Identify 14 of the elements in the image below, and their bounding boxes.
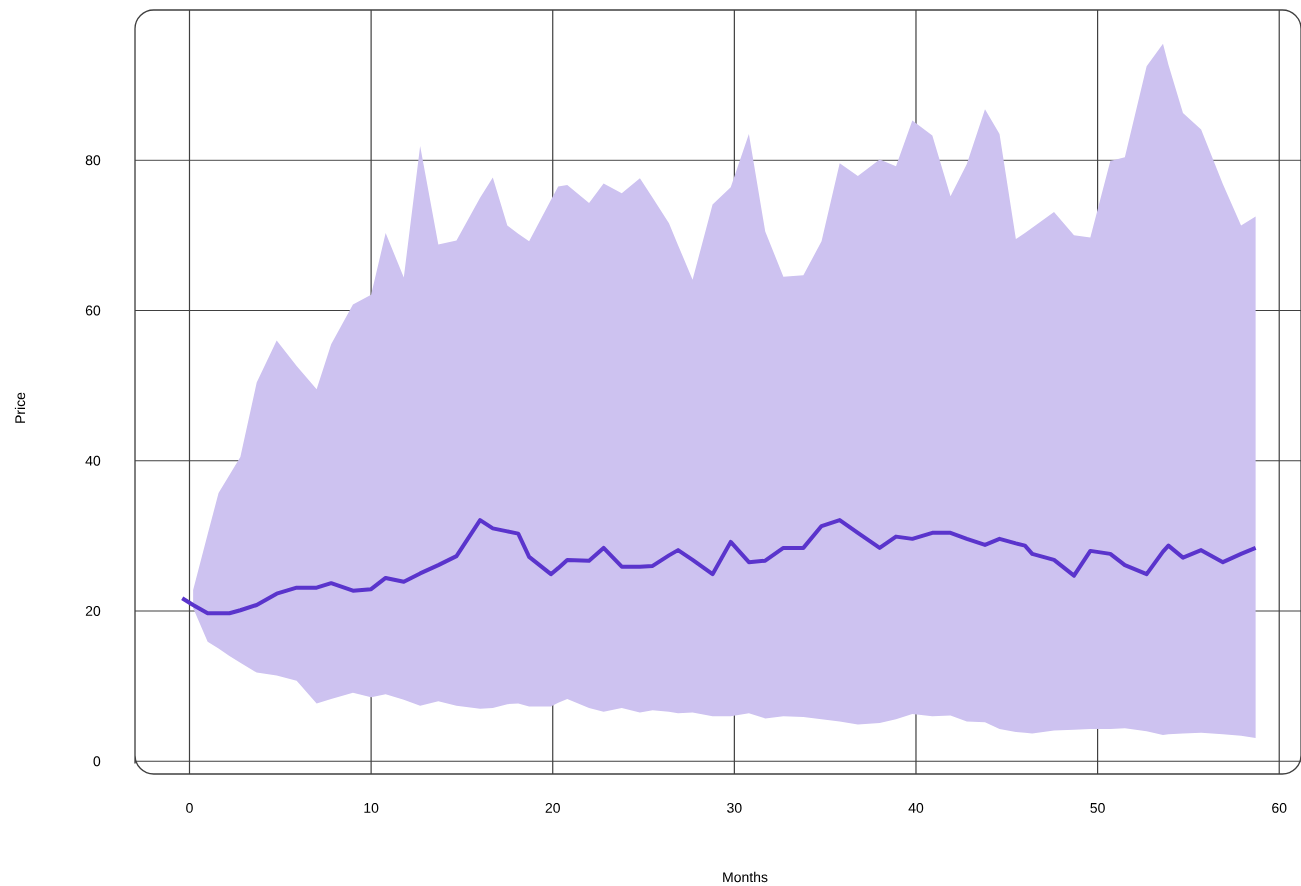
y-tick-label: 80 [85,155,101,166]
x-tick-label: 10 [364,802,379,813]
y-tick-label: 40 [85,455,101,466]
y-tick-label: 60 [85,305,101,316]
x-tick-label: 0 [186,802,193,813]
y-axis-title: Price [14,392,26,423]
y-tick-label: 20 [85,606,101,616]
x-tick-label: 40 [908,802,924,813]
x-tick-label: 60 [1272,802,1287,813]
x-tick-label: 50 [1090,802,1105,813]
x-axis-title: Months [723,871,768,883]
x-tick-label: 30 [727,802,742,813]
y-tick-label: 0 [93,756,101,767]
x-tick-label: 20 [545,802,560,813]
